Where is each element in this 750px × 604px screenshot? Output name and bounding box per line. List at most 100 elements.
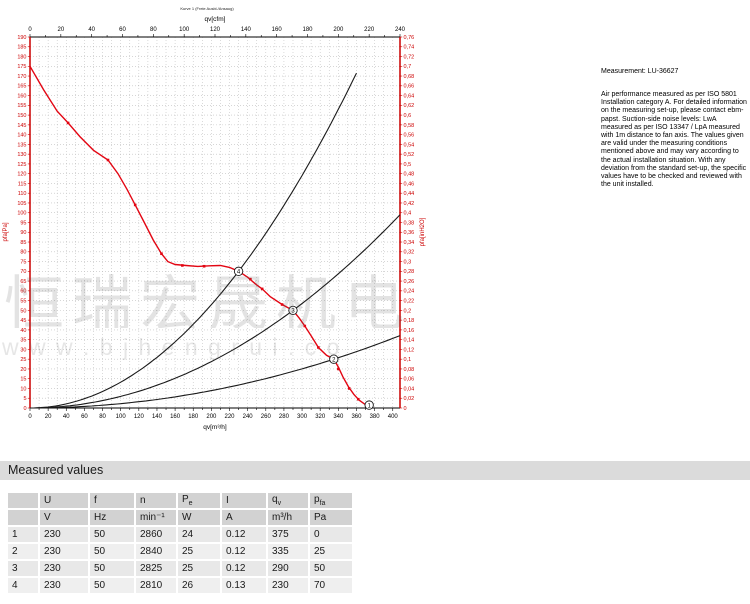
top-tick-label: 160 — [272, 27, 283, 33]
curve-marker — [280, 303, 284, 306]
y-right-title: pfa[inH2O] — [420, 217, 426, 246]
right-tick-label: 0,62 — [404, 103, 415, 109]
right-tick-label: 0,28 — [404, 269, 415, 275]
operating-point — [288, 305, 298, 316]
unit-header: Hz — [90, 510, 134, 525]
right-tick-label: 0,44 — [404, 191, 415, 197]
column-header: pfa — [310, 493, 352, 508]
table-cell: 2825 — [136, 561, 176, 576]
left-tick-label: 145 — [17, 123, 26, 129]
left-tick-label: 75 — [20, 259, 26, 265]
top-axis-title: qv[cfm] — [205, 16, 226, 23]
curve-marker — [260, 287, 264, 291]
left-tick-label: 170 — [17, 74, 26, 80]
table-cell: 50 — [310, 561, 352, 576]
table-cell: 26 — [178, 578, 220, 593]
table-cell: 25 — [178, 561, 220, 576]
left-tick-label: 60 — [20, 289, 26, 295]
left-tick-label: 80 — [20, 250, 26, 256]
right-tick-label: 0,06 — [404, 377, 415, 383]
top-tick-label: 100 — [179, 27, 190, 33]
top-tick-label: 220 — [364, 27, 375, 33]
left-tick-label: 110 — [18, 191, 27, 197]
right-tick-label: 0,5 — [404, 162, 412, 168]
left-tick-label: 160 — [17, 93, 26, 99]
right-tick-label: 0,54 — [404, 142, 415, 148]
table-cell: 230 — [40, 578, 88, 593]
table-cell: 0.12 — [222, 544, 266, 559]
left-tick-label: 115 — [18, 181, 27, 187]
bottom-tick-label: 300 — [297, 414, 308, 420]
left-tick-label: 55 — [20, 299, 26, 305]
left-tick-label: 155 — [17, 103, 26, 109]
right-tick-label: 0,16 — [404, 328, 415, 334]
table-cell: 230 — [40, 544, 88, 559]
bottom-tick-label: 200 — [206, 414, 217, 420]
operating-point-label: 2 — [332, 357, 336, 363]
table-row: 2 230 50 2840 25 0.12 335 25 — [8, 544, 352, 559]
table-cell: 50 — [90, 578, 134, 593]
left-tick-label: 35 — [20, 338, 26, 344]
table-cell: 375 — [268, 527, 308, 542]
left-tick-label: 100 — [17, 211, 26, 217]
bottom-tick-label: 360 — [351, 414, 362, 420]
right-tick-label: 0,2 — [404, 308, 412, 314]
measured-values-header: Measured values — [0, 461, 750, 480]
table-row: 1 230 50 2860 24 0.12 375 0 — [8, 527, 352, 542]
operating-point-label: 1 — [367, 403, 371, 409]
left-tick-label: 190 — [17, 35, 26, 41]
table-cell: 24 — [178, 527, 220, 542]
operating-point — [329, 354, 339, 364]
left-tick-label: 15 — [20, 377, 26, 383]
right-tick-label: 0,04 — [404, 386, 415, 392]
right-tick-label: 0,24 — [404, 289, 415, 295]
left-tick-label: 5 — [23, 396, 26, 402]
left-tick-label: 180 — [17, 54, 26, 60]
curve-marker — [347, 387, 351, 390]
right-tick-label: 0,48 — [404, 172, 415, 178]
operating-point — [364, 400, 374, 410]
right-tick-label: 0,74 — [404, 45, 415, 51]
curve-marker — [317, 346, 320, 349]
table-cell: 0.12 — [222, 527, 266, 542]
curve-marker — [202, 264, 206, 268]
x-axis-title: qv[m³/h] — [203, 424, 227, 431]
left-tick-label: 0 — [23, 406, 26, 412]
left-tick-label: 175 — [17, 64, 26, 70]
operating-point-label: 3 — [291, 309, 295, 315]
left-tick-label: 30 — [20, 347, 26, 353]
right-tick-label: 0,52 — [404, 152, 415, 158]
y-left-title: pfa[Pa] — [3, 222, 9, 241]
top-tick-label: 200 — [333, 27, 344, 33]
right-tick-label: 0,3 — [404, 259, 412, 265]
right-tick-label: 0,46 — [404, 181, 415, 187]
right-tick-label: 0,12 — [404, 347, 415, 353]
curve-marker — [337, 367, 340, 371]
curve-marker — [356, 397, 360, 401]
fan-curve — [29, 65, 372, 409]
left-tick-label: 85 — [20, 240, 26, 246]
column-header: qv — [268, 493, 308, 508]
bottom-tick-label: 100 — [116, 414, 127, 420]
measurement-note: Measurement: LU-36627 Air performance me… — [601, 68, 749, 189]
curve-marker — [181, 264, 184, 267]
column-header: I — [222, 493, 266, 508]
curve-marker — [133, 203, 137, 207]
system-curve — [30, 214, 401, 409]
left-tick-label: 95 — [20, 220, 26, 226]
column-header: f — [90, 493, 134, 508]
bottom-tick-label: 400 — [388, 414, 399, 420]
table-cell: 70 — [310, 578, 352, 593]
right-tick-label: 0,42 — [404, 201, 415, 207]
table-cell: 3 — [8, 561, 38, 576]
curve-marker — [160, 252, 163, 256]
unit-header: m³/h — [268, 510, 308, 525]
operating-point — [233, 266, 244, 276]
right-tick-label: 0,14 — [404, 338, 415, 344]
left-tick-label: 50 — [20, 308, 26, 314]
table-cell: 0.12 — [222, 561, 266, 576]
bottom-tick-label: 140 — [152, 414, 163, 420]
bottom-tick-label: 260 — [261, 414, 272, 420]
right-tick-label: 0,7 — [404, 64, 412, 70]
